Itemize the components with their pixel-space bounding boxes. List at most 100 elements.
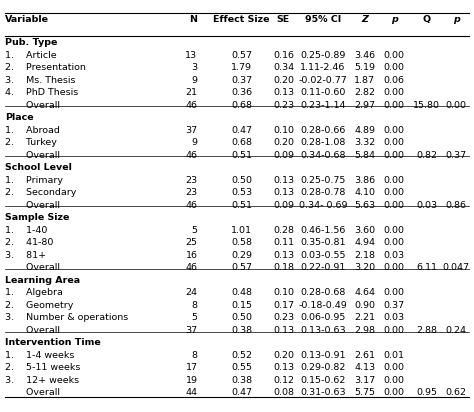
Text: 5.63: 5.63 bbox=[354, 201, 375, 210]
Text: 1.    Article: 1. Article bbox=[5, 51, 57, 60]
Text: 4.64: 4.64 bbox=[354, 288, 375, 297]
Text: Overall: Overall bbox=[5, 101, 60, 110]
Text: 0.22-0.91: 0.22-0.91 bbox=[300, 263, 346, 272]
Text: 0.23: 0.23 bbox=[273, 101, 294, 110]
Text: 5.19: 5.19 bbox=[354, 63, 375, 72]
Text: 37: 37 bbox=[185, 126, 198, 135]
Text: -0.02-0.77: -0.02-0.77 bbox=[299, 75, 347, 84]
Text: 13: 13 bbox=[185, 51, 198, 60]
Text: 4.94: 4.94 bbox=[354, 238, 375, 247]
Text: 0.03: 0.03 bbox=[383, 314, 405, 323]
Text: Pub. Type: Pub. Type bbox=[5, 38, 57, 47]
Text: 1.    Algebra: 1. Algebra bbox=[5, 288, 63, 297]
Text: 0.00: 0.00 bbox=[383, 176, 404, 185]
Text: Learning Area: Learning Area bbox=[5, 276, 80, 285]
Text: 0.00: 0.00 bbox=[383, 238, 404, 247]
Text: 0.86: 0.86 bbox=[446, 201, 467, 210]
Text: 0.00: 0.00 bbox=[383, 326, 404, 335]
Text: 15.80: 15.80 bbox=[413, 101, 440, 110]
Text: 0.51: 0.51 bbox=[231, 201, 252, 210]
Text: 0.82: 0.82 bbox=[416, 151, 437, 160]
Text: 0.00: 0.00 bbox=[383, 263, 404, 272]
Text: 0.16: 0.16 bbox=[273, 51, 294, 60]
Text: 0.25-0.89: 0.25-0.89 bbox=[300, 51, 346, 60]
Text: 3.46: 3.46 bbox=[354, 51, 375, 60]
Text: p: p bbox=[391, 15, 397, 24]
Text: 0.38: 0.38 bbox=[231, 376, 252, 385]
Text: 2.88: 2.88 bbox=[416, 326, 437, 335]
Text: 3.60: 3.60 bbox=[354, 226, 375, 235]
Text: 3: 3 bbox=[191, 63, 198, 72]
Text: 0.00: 0.00 bbox=[383, 88, 404, 97]
Text: 1.    Abroad: 1. Abroad bbox=[5, 126, 60, 135]
Text: 0.28-1.08: 0.28-1.08 bbox=[300, 138, 346, 147]
Text: 3.    81+: 3. 81+ bbox=[5, 251, 46, 260]
Text: 5.84: 5.84 bbox=[354, 151, 375, 160]
Text: Q: Q bbox=[422, 15, 430, 24]
Text: 0.00: 0.00 bbox=[383, 51, 404, 60]
Text: 3.    Ms. Thesis: 3. Ms. Thesis bbox=[5, 75, 76, 84]
Text: 4.89: 4.89 bbox=[354, 126, 375, 135]
Text: 0.38: 0.38 bbox=[231, 326, 252, 335]
Text: 24: 24 bbox=[185, 288, 198, 297]
Text: 0.52: 0.52 bbox=[231, 351, 252, 360]
Text: Overall: Overall bbox=[5, 201, 60, 210]
Text: 0.37: 0.37 bbox=[383, 301, 405, 310]
Text: Variable: Variable bbox=[5, 15, 49, 24]
Text: 0.58: 0.58 bbox=[231, 238, 252, 247]
Text: 0.28-0.66: 0.28-0.66 bbox=[300, 126, 346, 135]
Text: Overall: Overall bbox=[5, 326, 60, 335]
Text: 0.00: 0.00 bbox=[383, 363, 404, 372]
Text: 0.28-0.68: 0.28-0.68 bbox=[300, 288, 346, 297]
Text: Effect Size: Effect Size bbox=[213, 15, 270, 24]
Text: 2.    5-11 weeks: 2. 5-11 weeks bbox=[5, 363, 81, 372]
Text: 0.51: 0.51 bbox=[231, 151, 252, 160]
Text: 0.11-0.60: 0.11-0.60 bbox=[300, 88, 346, 97]
Text: Overall: Overall bbox=[5, 151, 60, 160]
Text: 0.00: 0.00 bbox=[383, 201, 404, 210]
Text: 0.68: 0.68 bbox=[231, 138, 252, 147]
Text: 0.13-0.91: 0.13-0.91 bbox=[300, 351, 346, 360]
Text: Overall: Overall bbox=[5, 263, 60, 272]
Text: 0.03: 0.03 bbox=[416, 201, 437, 210]
Text: 0.57: 0.57 bbox=[231, 51, 252, 60]
Text: 0.00: 0.00 bbox=[383, 63, 404, 72]
Text: 3.20: 3.20 bbox=[354, 263, 375, 272]
Text: p: p bbox=[453, 15, 460, 24]
Text: 0.13: 0.13 bbox=[273, 251, 294, 260]
Text: 0.18: 0.18 bbox=[273, 263, 294, 272]
Text: Intervention Time: Intervention Time bbox=[5, 338, 101, 347]
Text: 0.34: 0.34 bbox=[273, 63, 294, 72]
Text: 0.24: 0.24 bbox=[446, 326, 467, 335]
Text: 0.047: 0.047 bbox=[443, 263, 470, 272]
Text: 0.37: 0.37 bbox=[231, 75, 252, 84]
Text: 2.    41-80: 2. 41-80 bbox=[5, 238, 54, 247]
Text: 0.03-0.55: 0.03-0.55 bbox=[300, 251, 346, 260]
Text: 0.00: 0.00 bbox=[383, 288, 404, 297]
Text: 3.86: 3.86 bbox=[354, 176, 375, 185]
Text: 4.13: 4.13 bbox=[354, 363, 375, 372]
Text: 1.87: 1.87 bbox=[354, 75, 375, 84]
Text: 46: 46 bbox=[185, 101, 198, 110]
Text: 44: 44 bbox=[185, 389, 198, 398]
Text: 0.57: 0.57 bbox=[231, 263, 252, 272]
Text: 37: 37 bbox=[185, 326, 198, 335]
Text: 0.29: 0.29 bbox=[231, 251, 252, 260]
Text: 6.11: 6.11 bbox=[416, 263, 437, 272]
Text: 0.00: 0.00 bbox=[383, 226, 404, 235]
Text: 2.    Geometry: 2. Geometry bbox=[5, 301, 73, 310]
Text: 0.48: 0.48 bbox=[231, 288, 252, 297]
Text: 0.00: 0.00 bbox=[383, 151, 404, 160]
Text: 0.90: 0.90 bbox=[354, 301, 375, 310]
Text: 2.98: 2.98 bbox=[354, 326, 375, 335]
Text: 0.35-0.81: 0.35-0.81 bbox=[300, 238, 346, 247]
Text: School Level: School Level bbox=[5, 163, 72, 172]
Text: 2.82: 2.82 bbox=[354, 88, 375, 97]
Text: 0.17: 0.17 bbox=[273, 301, 294, 310]
Text: 25: 25 bbox=[185, 238, 198, 247]
Text: 0.20: 0.20 bbox=[273, 75, 294, 84]
Text: 4.10: 4.10 bbox=[354, 188, 375, 197]
Text: 0.23: 0.23 bbox=[273, 314, 294, 323]
Text: 1.11-2.46: 1.11-2.46 bbox=[300, 63, 346, 72]
Text: 0.46-1.56: 0.46-1.56 bbox=[300, 226, 346, 235]
